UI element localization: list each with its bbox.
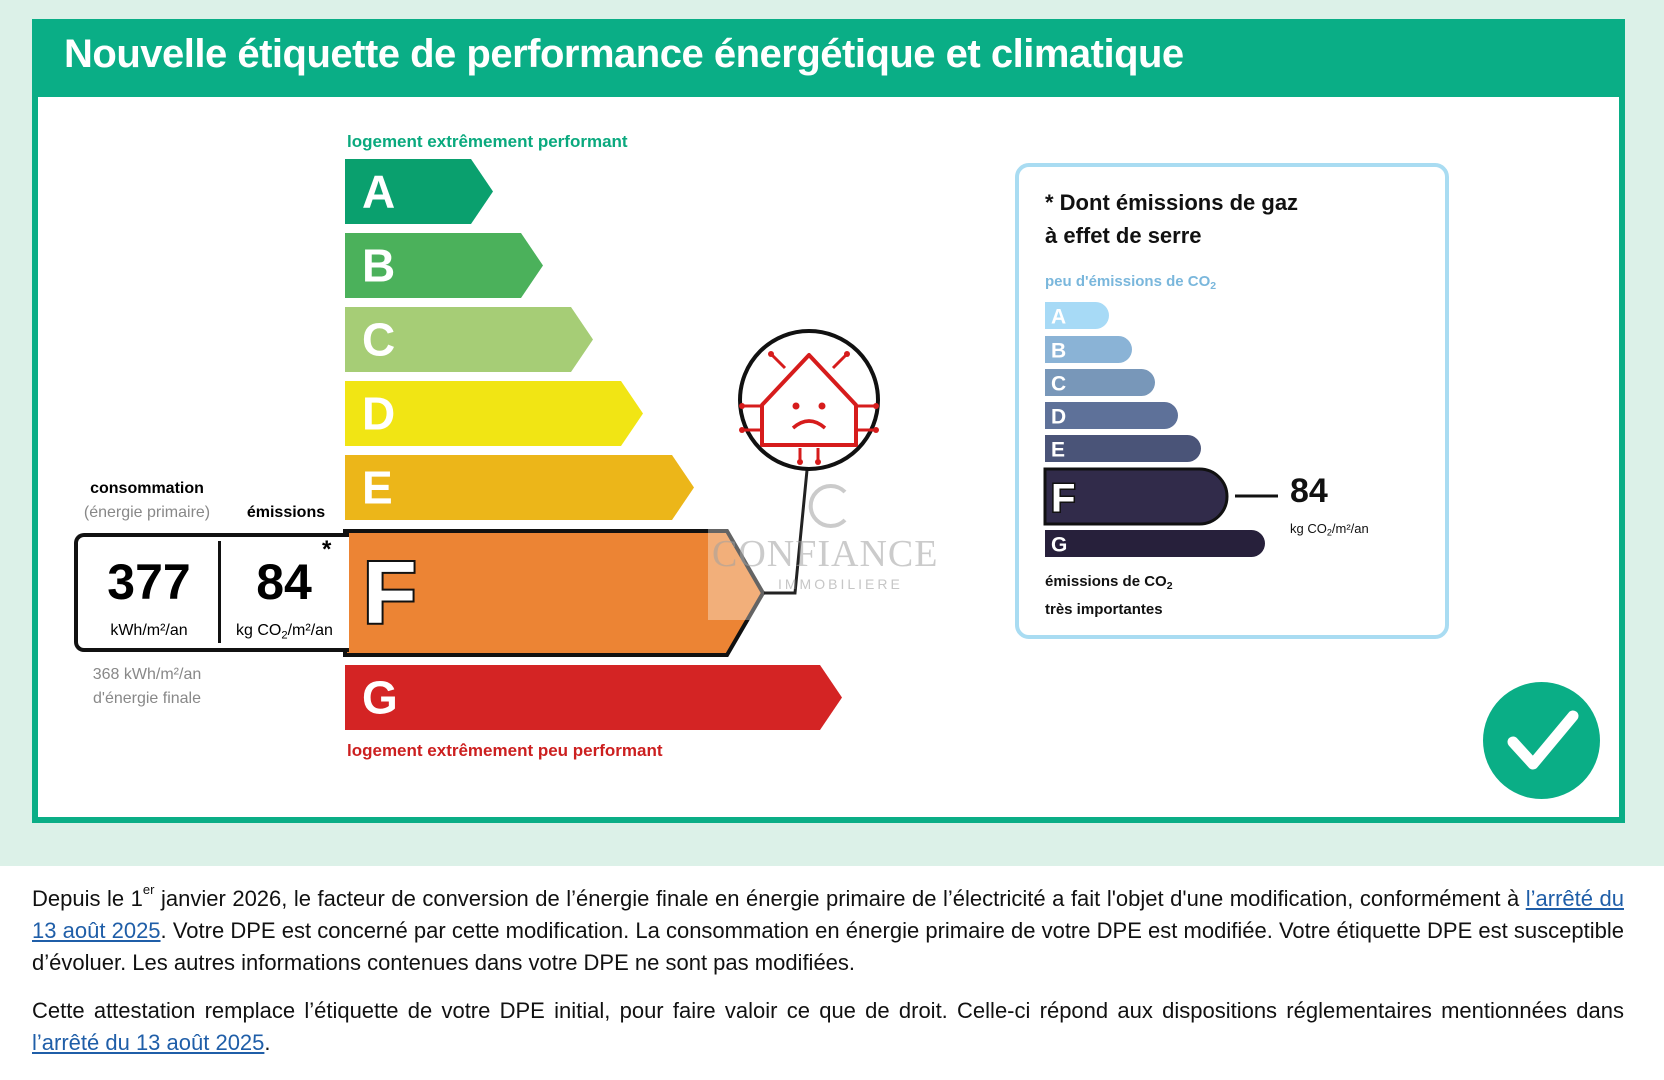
decree-link[interactable]: l’arrêté du 13 août 2025	[32, 886, 1624, 943]
ges-class-e	[1045, 435, 1201, 462]
ges-class-letter-d: D	[1051, 406, 1066, 429]
energy-class-letter-c: C	[362, 314, 395, 366]
result-box	[74, 533, 349, 652]
checkmark-icon	[1483, 682, 1600, 799]
ges-class-letter-c: C	[1051, 373, 1066, 396]
ges-class-f	[1043, 467, 1229, 526]
ges-bottom-note: émissions de CO2 très importantes	[1045, 573, 1173, 619]
ges-title: * Dont émissions de gaz à effet de serre	[1045, 190, 1299, 248]
emissions-unit: kg CO2/m²/an	[236, 622, 333, 642]
final-energy-label: d'énergie finale	[92, 690, 202, 707]
ges-top-note: peu d'émissions de CO2	[1045, 273, 1217, 293]
ges-class-letter-e: E	[1051, 439, 1065, 462]
info-paragraph: Depuis le 1er janvier 2026, le facteur d…	[32, 882, 1624, 976]
watermark-sub: IMMOBILIERE	[778, 576, 903, 592]
decree-link-2[interactable]: l’arrêté du 13 août 2025	[32, 1030, 265, 1055]
watermark-name: CONFIANCE	[712, 533, 939, 575]
energy-class-g	[345, 665, 842, 730]
consumption-unit: kWh/m²/an	[110, 622, 188, 639]
ges-class-g	[1045, 530, 1265, 557]
energy-class-letter-e: E	[362, 462, 393, 514]
ges-class-letter-b: B	[1051, 340, 1066, 363]
watermark-block	[708, 528, 764, 620]
energy-class-letter-a: A	[362, 166, 395, 218]
ges-class-b	[1045, 336, 1132, 363]
ges-class-c	[1045, 369, 1155, 396]
result-divider	[218, 541, 221, 643]
energy-bottom-note: logement extrêmement peu performant	[347, 741, 663, 760]
title-bar	[32, 19, 1625, 97]
energy-class-letter-b: B	[362, 240, 395, 292]
final-energy-value: 368 kWh/m²/an	[92, 666, 202, 683]
alert-connector	[764, 459, 810, 595]
sad-house-icon	[738, 329, 880, 471]
ges-panel	[1015, 163, 1449, 639]
ges-class-letter-f: F	[1051, 477, 1075, 521]
consumption-sublabel: (énergie primaire)	[83, 504, 211, 521]
energy-class-letter-f: F	[363, 543, 417, 642]
energy-class-a	[345, 159, 493, 224]
energy-class-b	[345, 233, 543, 298]
ges-class-d	[1045, 402, 1178, 429]
ges-class-letter-a: A	[1051, 306, 1066, 329]
page-title: Nouvelle étiquette de performance énergé…	[64, 32, 1184, 76]
attestation-paragraph: Cette attestation remplace l’étiquette d…	[32, 998, 1624, 1055]
ges-value: 84	[1290, 472, 1328, 510]
ges-class-a	[1045, 302, 1109, 329]
energy-class-letter-d: D	[362, 388, 395, 440]
energy-class-d	[345, 381, 643, 446]
emissions-label: émissions	[246, 504, 326, 521]
energy-class-e	[345, 455, 694, 520]
watermark-logo	[808, 484, 847, 528]
consumption-label: consommation	[90, 480, 204, 497]
energy-class-c	[345, 307, 593, 372]
asterisk-mark: *	[322, 536, 332, 563]
ges-unit: kg CO2/m²/an	[1290, 521, 1369, 538]
ges-class-letter-g: G	[1051, 534, 1067, 557]
consumption-value: 377	[107, 554, 191, 610]
emissions-value: 84	[256, 554, 312, 610]
energy-class-letter-g: G	[362, 672, 398, 724]
energy-top-note: logement extrêmement performant	[347, 132, 628, 151]
